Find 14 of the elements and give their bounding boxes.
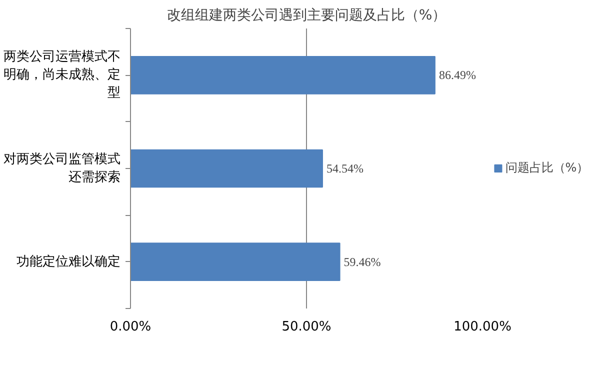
x-tick-label: 100.00% [454,320,512,334]
data-label: 86.49% [438,68,476,82]
bar [130,56,436,94]
x-tick-label: 50.00% [282,320,332,334]
data-label: 59.46% [344,254,381,269]
bar [130,242,340,281]
bar [130,149,323,188]
y-tick-label: 功能定位难以确定 [16,254,120,270]
legend-label: 问题占比（%） [505,160,589,176]
x-tick-label: 0.00% [110,320,152,334]
data-label: 54.54% [326,162,364,176]
chart-title: 改组组建两类公司遇到主要问题及占比（%） [166,8,446,24]
y-tick-label: 对两类公司监管模式还需探索 [4,152,120,185]
y-tick-label: 两类公司运营模式不明确，尚未成熟、定型 [4,50,120,101]
